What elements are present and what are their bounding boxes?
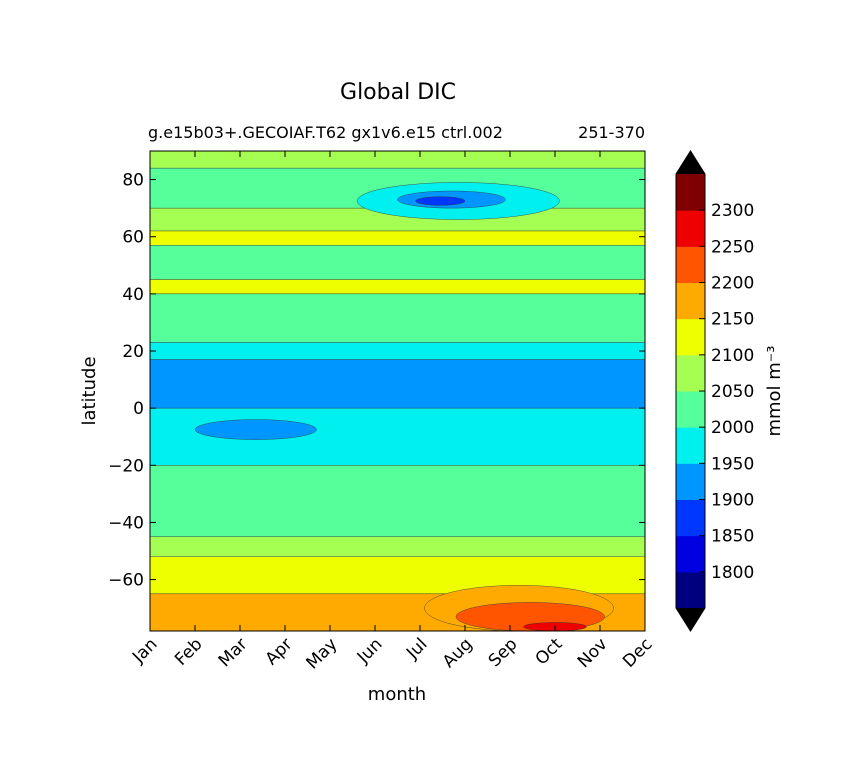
y-tick-label: 0 [133,399,144,419]
y-tick-label: 60 [122,228,144,248]
contour-band-11 [150,536,645,557]
colorbar-segment [676,571,705,609]
y-axis: 80 60 40 20 0 −20 −40 −60 [108,171,645,591]
colorbar-tick-label: 2200 [711,274,754,294]
colorbar-tick-label: 2050 [711,382,754,402]
colorbar-tick-label: 1850 [711,527,754,547]
colorbar-segment [676,463,705,500]
y-tick-label: 80 [122,171,144,191]
colorbar-segment [676,210,705,247]
x-tick-label: Jan [128,634,161,667]
chart-title: Global DIC [340,80,456,105]
contour-band-6 [150,293,645,343]
x-tick-label: Mar [215,634,252,671]
colorbar-segment [676,354,705,392]
colorbar-segment [676,499,705,537]
colorbar-tick-label: 2150 [711,310,754,330]
x-tick-label: Dec [619,634,656,671]
colorbar-extend-min [676,608,705,631]
contour-band-0 [150,151,645,169]
colorbar-segment [676,246,705,283]
y-tick-label: 20 [122,342,144,362]
colorbar-tick-label: 2250 [711,237,754,257]
colorbar-segment [676,282,705,320]
colorbar-segment [676,427,705,464]
contour-band-7 [150,342,645,360]
colorbar: 1800 1850 1900 1950 2000 2050 2100 2150 2200 2250… [675,150,754,632]
plot-area [150,151,645,631]
colorbar-tick-label: 1800 [711,563,754,583]
contour-band-12 [150,556,645,595]
colorbar-segment [676,174,705,211]
x-tick-label: Apr [262,634,297,669]
colorbar-segment [676,391,705,428]
colorbar-tick-label: 2300 [711,201,754,221]
colorbar-label: mmol m⁻³ [764,345,785,436]
colorbar-extend-max [676,151,705,174]
y-axis-label: latitude [79,356,100,425]
y-tick-label: −20 [108,456,144,476]
x-axis-label: month [368,684,426,705]
contour-feature-3 [194,419,317,440]
chart-subtitle-right: 251-370 [578,123,645,142]
plot-frame [149,150,646,632]
colorbar-tick-label: 1900 [711,491,754,511]
x-tick-label: Nov [574,634,612,672]
chart-subtitle-left: g.e15b03+.GECOIAF.T62 gx1v6.e15 ctrl.002 [148,123,503,142]
colorbar-segment [676,318,705,356]
colorbar-tick-label: 2000 [711,418,754,438]
contour-band-4 [150,245,645,280]
y-tick-label: −60 [108,571,144,591]
y-tick-label: 40 [122,285,144,305]
x-tick-label: Aug [439,634,477,672]
contour-band-10 [150,465,645,537]
colorbar-outline [675,150,706,632]
x-tick-label: Sep [485,634,522,671]
contour-band-5 [150,279,645,295]
colorbar-segment [676,535,705,573]
y-tick-label: −40 [108,513,144,533]
x-tick-label: Jul [402,634,431,663]
colorbar-tick-label: 1950 [711,454,754,474]
contour-band-3 [150,230,645,246]
contour-band-8 [150,359,645,409]
x-tick-label: May [303,634,342,673]
x-tick-label: Jun [353,634,387,668]
colorbar-tick-label: 2100 [711,346,754,366]
x-tick-label: Feb [171,634,206,669]
contour-feature-2 [415,196,466,206]
x-tick-label: Oct [532,634,567,669]
